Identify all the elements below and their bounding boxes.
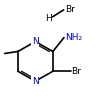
Text: N: N [32, 77, 39, 86]
Text: Br: Br [72, 67, 81, 76]
Text: NH₂: NH₂ [65, 33, 82, 42]
Text: H: H [45, 14, 52, 23]
Text: Br: Br [65, 5, 75, 14]
Text: N: N [32, 37, 39, 46]
